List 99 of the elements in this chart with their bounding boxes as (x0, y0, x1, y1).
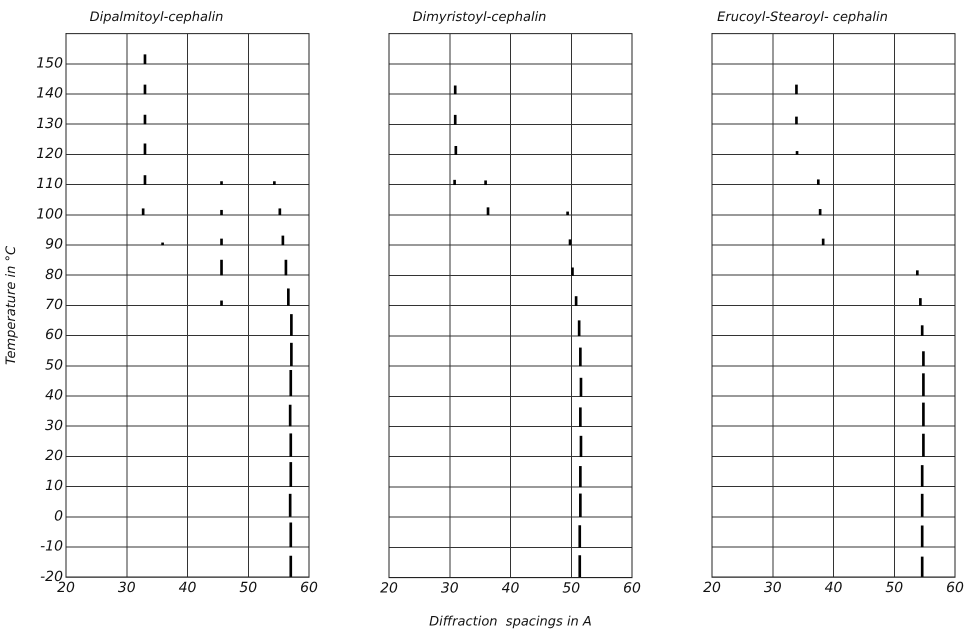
bar (579, 466, 582, 488)
x-tick-label: 30 (440, 580, 459, 597)
x-tick-label: 40 (824, 580, 842, 596)
bar (289, 433, 292, 457)
bar (568, 239, 572, 246)
x-tick-label: 20 (380, 580, 398, 597)
bar (289, 522, 292, 548)
bar (290, 314, 293, 336)
bar (144, 175, 146, 185)
bar (144, 114, 146, 125)
y-tick-label: 120 (36, 146, 64, 162)
y-tick-label: 0 (54, 508, 64, 524)
y-tick-label: 70 (45, 297, 64, 314)
chart-title: Dipalmitoyl-cephalin (90, 10, 224, 26)
x-tick-label: 40 (178, 580, 196, 596)
bar (795, 84, 798, 94)
bar (278, 208, 282, 216)
y-tick-label: 80 (45, 266, 64, 283)
chart-title: Dimyristoyl-cephalin (412, 10, 546, 26)
bar (220, 260, 223, 276)
bar (287, 288, 290, 306)
bar (220, 238, 223, 246)
bar (454, 86, 457, 94)
bar (220, 300, 223, 306)
x-tick-label: 50 (562, 580, 580, 597)
bar (289, 556, 292, 578)
bar (922, 373, 925, 396)
bar (922, 402, 925, 427)
bar (822, 238, 825, 246)
bar (578, 555, 582, 578)
bar (920, 526, 924, 548)
bar (920, 465, 924, 487)
y-tick-label: 60 (45, 327, 64, 344)
bar (142, 208, 144, 216)
y-tick-label: 130 (36, 116, 64, 132)
bar (144, 54, 146, 64)
bar (574, 296, 578, 306)
chart-title: Erucoyl-Stearoyl- cephalin (717, 10, 888, 26)
y-tick-label: 90 (45, 236, 64, 253)
bar (571, 267, 574, 276)
bar (579, 348, 582, 366)
bar (578, 320, 580, 336)
bar (454, 114, 457, 125)
bar (579, 494, 582, 517)
bar (795, 116, 798, 125)
x-tick-label: 60 (946, 580, 964, 596)
bar (220, 181, 223, 185)
bar (288, 494, 292, 517)
bar (290, 342, 293, 366)
bar (919, 298, 922, 306)
bar (289, 370, 292, 396)
y-tick-label: 150 (36, 55, 64, 72)
bar (922, 434, 925, 457)
bar (920, 325, 924, 336)
bar (144, 144, 146, 155)
y-tick-label: 20 (45, 448, 64, 464)
bar (816, 179, 820, 185)
bar (796, 151, 798, 155)
bar (579, 407, 582, 427)
y-tick-label: 50 (45, 357, 64, 374)
x-tick-label: 20 (57, 580, 75, 596)
x-tick-label: 40 (502, 580, 520, 597)
y-tick-label: 10 (45, 478, 64, 494)
bar (144, 84, 146, 94)
bar (580, 436, 582, 458)
x-tick-label: 20 (703, 580, 721, 596)
bar (220, 210, 223, 216)
bar (284, 260, 288, 276)
bar (566, 212, 569, 216)
bar (288, 404, 292, 427)
bar (454, 146, 458, 155)
bar (920, 556, 924, 578)
bar (580, 378, 582, 397)
bar (916, 270, 919, 276)
bar (273, 181, 276, 185)
bar (818, 209, 822, 216)
y-tick-label: -10 (40, 538, 64, 555)
x-tick-label: 60 (623, 580, 641, 597)
y-tick-label: 110 (36, 176, 64, 192)
x-tick-label: 50 (239, 580, 258, 596)
y-tick-label: 100 (36, 206, 64, 222)
bar (486, 207, 490, 216)
bar (161, 242, 164, 246)
x-tick-label: 50 (885, 580, 904, 596)
bar (453, 180, 456, 186)
bar (289, 462, 292, 487)
y-axis-title: Temperature in °C (4, 245, 20, 365)
x-axis-title: Diffraction spacings in A (429, 614, 592, 630)
x-tick-label: 30 (764, 580, 782, 596)
bar (578, 525, 582, 548)
y-tick-label: 140 (36, 86, 64, 102)
bar (282, 236, 284, 246)
y-tick-label: 30 (45, 418, 64, 434)
y-tick-label: 40 (45, 388, 64, 404)
x-tick-label: 30 (118, 580, 136, 596)
bar (922, 351, 925, 366)
bar (484, 180, 487, 186)
x-tick-label: 60 (300, 580, 318, 596)
bar (920, 494, 924, 517)
